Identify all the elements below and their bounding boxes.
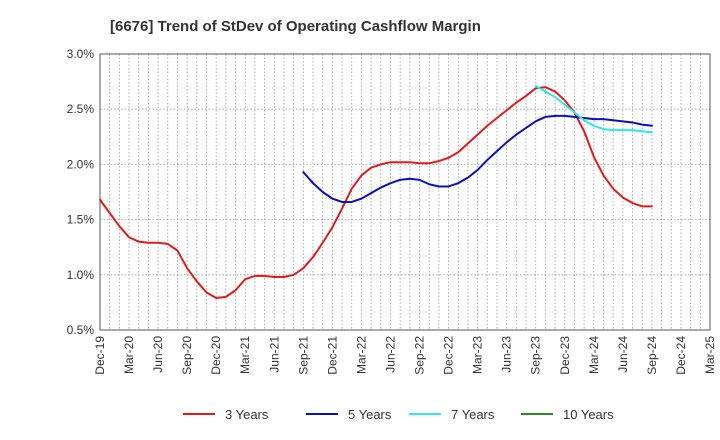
plot-frame	[99, 53, 711, 331]
x-tick-label: Jun-22	[383, 336, 397, 373]
x-tick-label: Dec-19	[93, 336, 107, 375]
x-tick-label: Mar-20	[122, 336, 136, 374]
y-tick-label: 1.5%	[67, 213, 95, 227]
x-tick-label: Mar-22	[354, 336, 368, 374]
x-tick-label: Jun-20	[151, 336, 165, 373]
legend-label-5-years: 5 Years	[348, 407, 392, 422]
chart-title: [6676] Trend of StDev of Operating Cashf…	[110, 18, 481, 35]
x-tick-label: Jun-24	[616, 336, 630, 373]
x-tick-label: Dec-21	[325, 336, 339, 375]
x-tick-label: Jun-23	[500, 336, 514, 373]
x-tick-label: Mar-23	[471, 336, 485, 374]
y-tick-label: 0.5%	[67, 323, 95, 337]
x-tick-label: Jun-21	[267, 336, 281, 373]
y-tick-label: 1.0%	[67, 268, 95, 282]
x-tick-label: Mar-21	[238, 336, 252, 374]
y-tick-label: 3.0%	[67, 47, 95, 61]
series-line-3-years	[99, 86, 653, 299]
x-tick-label: Mar-25	[703, 336, 717, 374]
x-tick-label: Sep-22	[413, 336, 427, 375]
legend-label-3-years: 3 Years	[225, 407, 269, 422]
x-tick-label: Sep-21	[296, 336, 310, 375]
x-tick-label: Sep-24	[645, 336, 659, 375]
x-tick-label: Dec-22	[442, 336, 456, 375]
x-tick-label: Mar-24	[587, 336, 601, 374]
y-axis-ticks: 3.0% 2.5% 2.0% 1.5% 1.0% 0.5%	[67, 47, 95, 337]
y-tick-label: 2.0%	[67, 157, 95, 171]
legend: 3 Years 5 Years 7 Years 10 Years	[183, 407, 614, 422]
series-line-7-years	[534, 85, 653, 134]
x-axis-ticks: Dec-19 Mar-20 Jun-20 Sep-20 Dec-20 Mar-21 Jun-…	[93, 336, 717, 375]
x-tick-label: Sep-20	[180, 336, 194, 375]
legend-label-7-years: 7 Years	[451, 407, 495, 422]
series-lines	[99, 85, 653, 299]
x-tick-label: Sep-23	[529, 336, 543, 375]
x-tick-label: Dec-24	[674, 336, 688, 375]
legend-label-10-years: 10 Years	[563, 407, 614, 422]
grid	[100, 54, 710, 330]
y-tick-label: 2.5%	[67, 102, 95, 116]
series-line-5-years	[302, 114, 653, 203]
x-tick-label: Dec-20	[209, 336, 223, 375]
x-tick-label: Dec-23	[558, 336, 572, 375]
